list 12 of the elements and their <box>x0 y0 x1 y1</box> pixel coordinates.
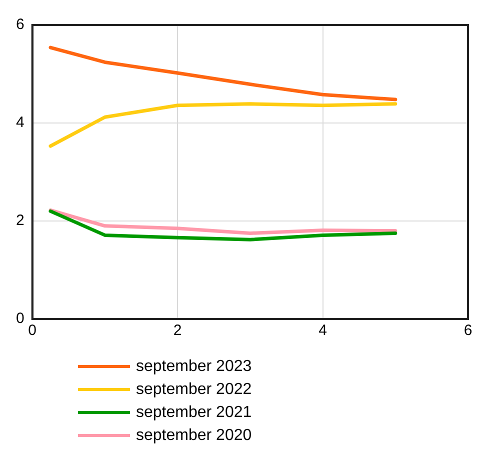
y-tick-label: 6 <box>16 16 24 34</box>
y-tick-label: 0 <box>16 310 24 328</box>
y-tick-label: 4 <box>16 114 24 132</box>
legend-label: september 2021 <box>136 404 252 422</box>
legend-label: september 2023 <box>136 358 252 376</box>
x-tick-label: 4 <box>318 322 327 340</box>
x-tick-label: 2 <box>173 322 182 340</box>
legend-label: september 2022 <box>136 380 252 398</box>
x-tick-label: 0 <box>28 322 37 340</box>
y-tick-label: 2 <box>16 212 24 230</box>
x-tick-label: 6 <box>464 322 472 340</box>
legend-label: september 2020 <box>136 426 252 444</box>
